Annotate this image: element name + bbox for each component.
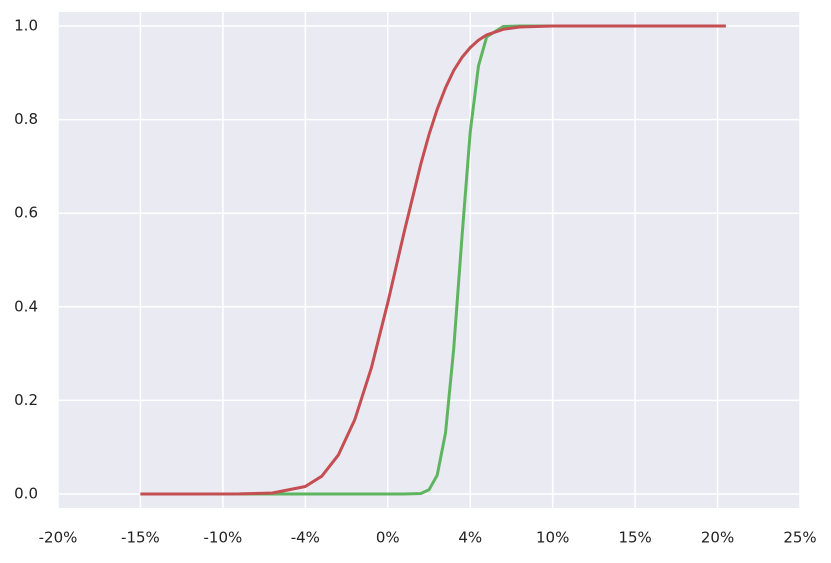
x-tick-label: -20%	[39, 529, 78, 547]
x-tick-label: 0%	[376, 529, 400, 547]
x-tick-label: 4%	[458, 529, 482, 547]
x-tick-label: 25%	[783, 529, 816, 547]
y-tick-label: 0.8	[14, 110, 38, 128]
x-tick-label: -4%	[291, 529, 320, 547]
x-tick-label: 15%	[618, 529, 651, 547]
y-tick-label: 1.0	[14, 17, 38, 35]
plot-area	[58, 12, 800, 508]
y-tick-label: 0.0	[14, 484, 38, 502]
y-tick-label: 0.2	[14, 391, 38, 409]
y-tick-label: 0.6	[14, 204, 38, 222]
y-tick-label: 0.4	[14, 297, 38, 315]
x-tick-label: 20%	[701, 529, 734, 547]
x-tick-label: 10%	[536, 529, 569, 547]
x-tick-label: -15%	[121, 529, 160, 547]
x-tick-label: -10%	[204, 529, 243, 547]
line	[140, 24, 726, 496]
